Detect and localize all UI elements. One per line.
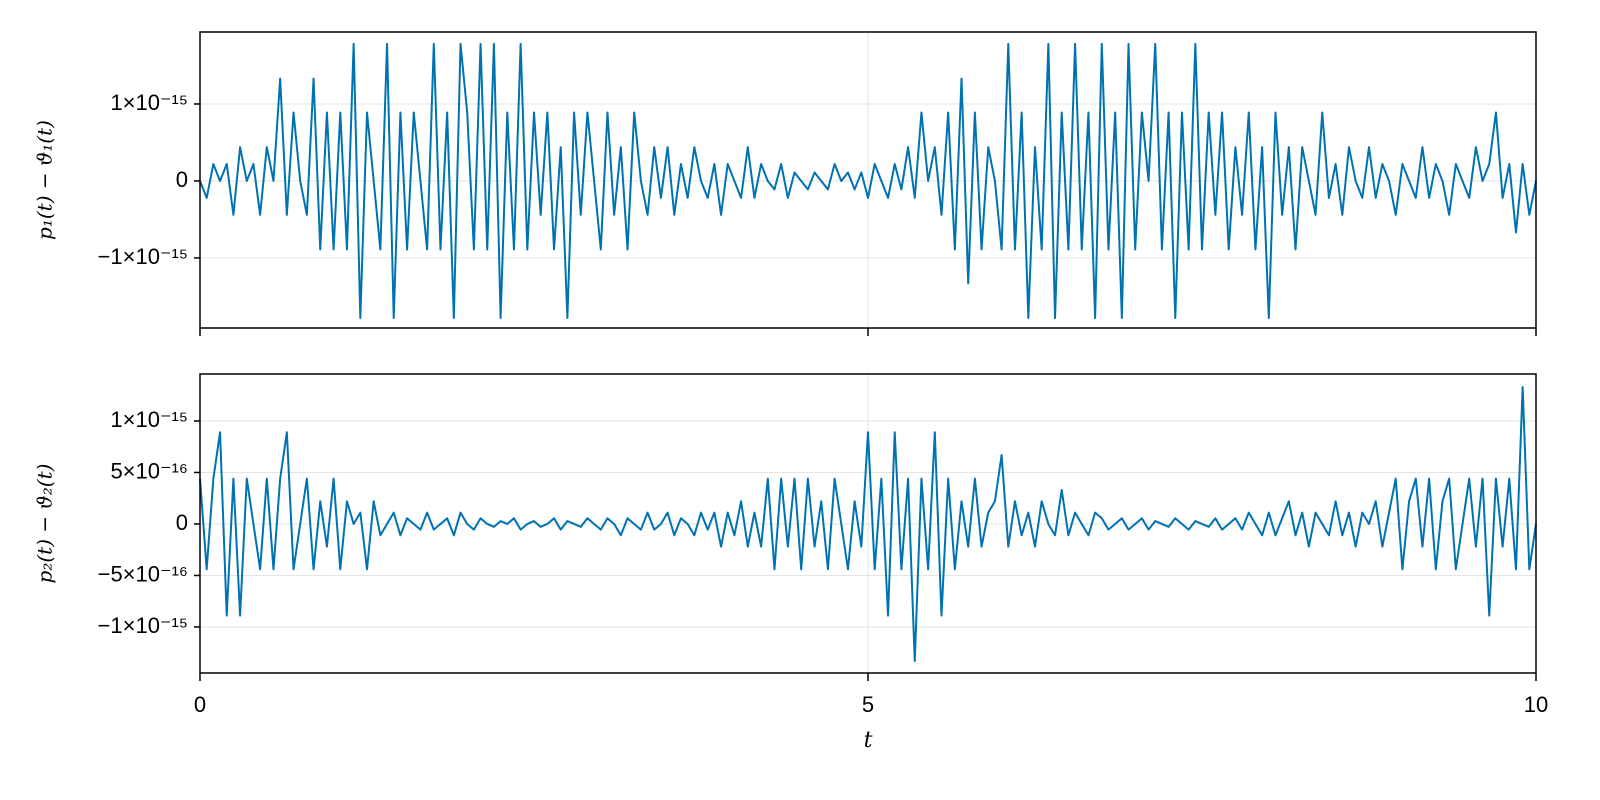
x-tick-label: 0: [194, 692, 206, 717]
y-axis-label: p₁(t) − ϑ₁(t): [33, 120, 57, 240]
y-tick-label: 0: [176, 167, 188, 192]
y-tick-label: −1×10⁻¹⁵: [98, 244, 188, 269]
y-tick-label: −5×10⁻¹⁶: [98, 561, 188, 586]
x-tick-label: 5: [862, 692, 874, 717]
y-tick-label: 1×10⁻¹⁵: [110, 90, 188, 115]
x-tick-label: 10: [1524, 692, 1548, 717]
y-axis-label: p₂(t) − ϑ₂(t): [33, 464, 57, 584]
y-tick-label: 0: [176, 510, 188, 535]
y-tick-label: −1×10⁻¹⁵: [98, 613, 188, 638]
y-tick-label: 5×10⁻¹⁶: [110, 458, 188, 483]
y-tick-label: 1×10⁻¹⁵: [110, 407, 188, 432]
data-line: [199, 42, 1537, 319]
data-line: [199, 385, 1537, 662]
x-axis-label: t: [864, 728, 873, 753]
